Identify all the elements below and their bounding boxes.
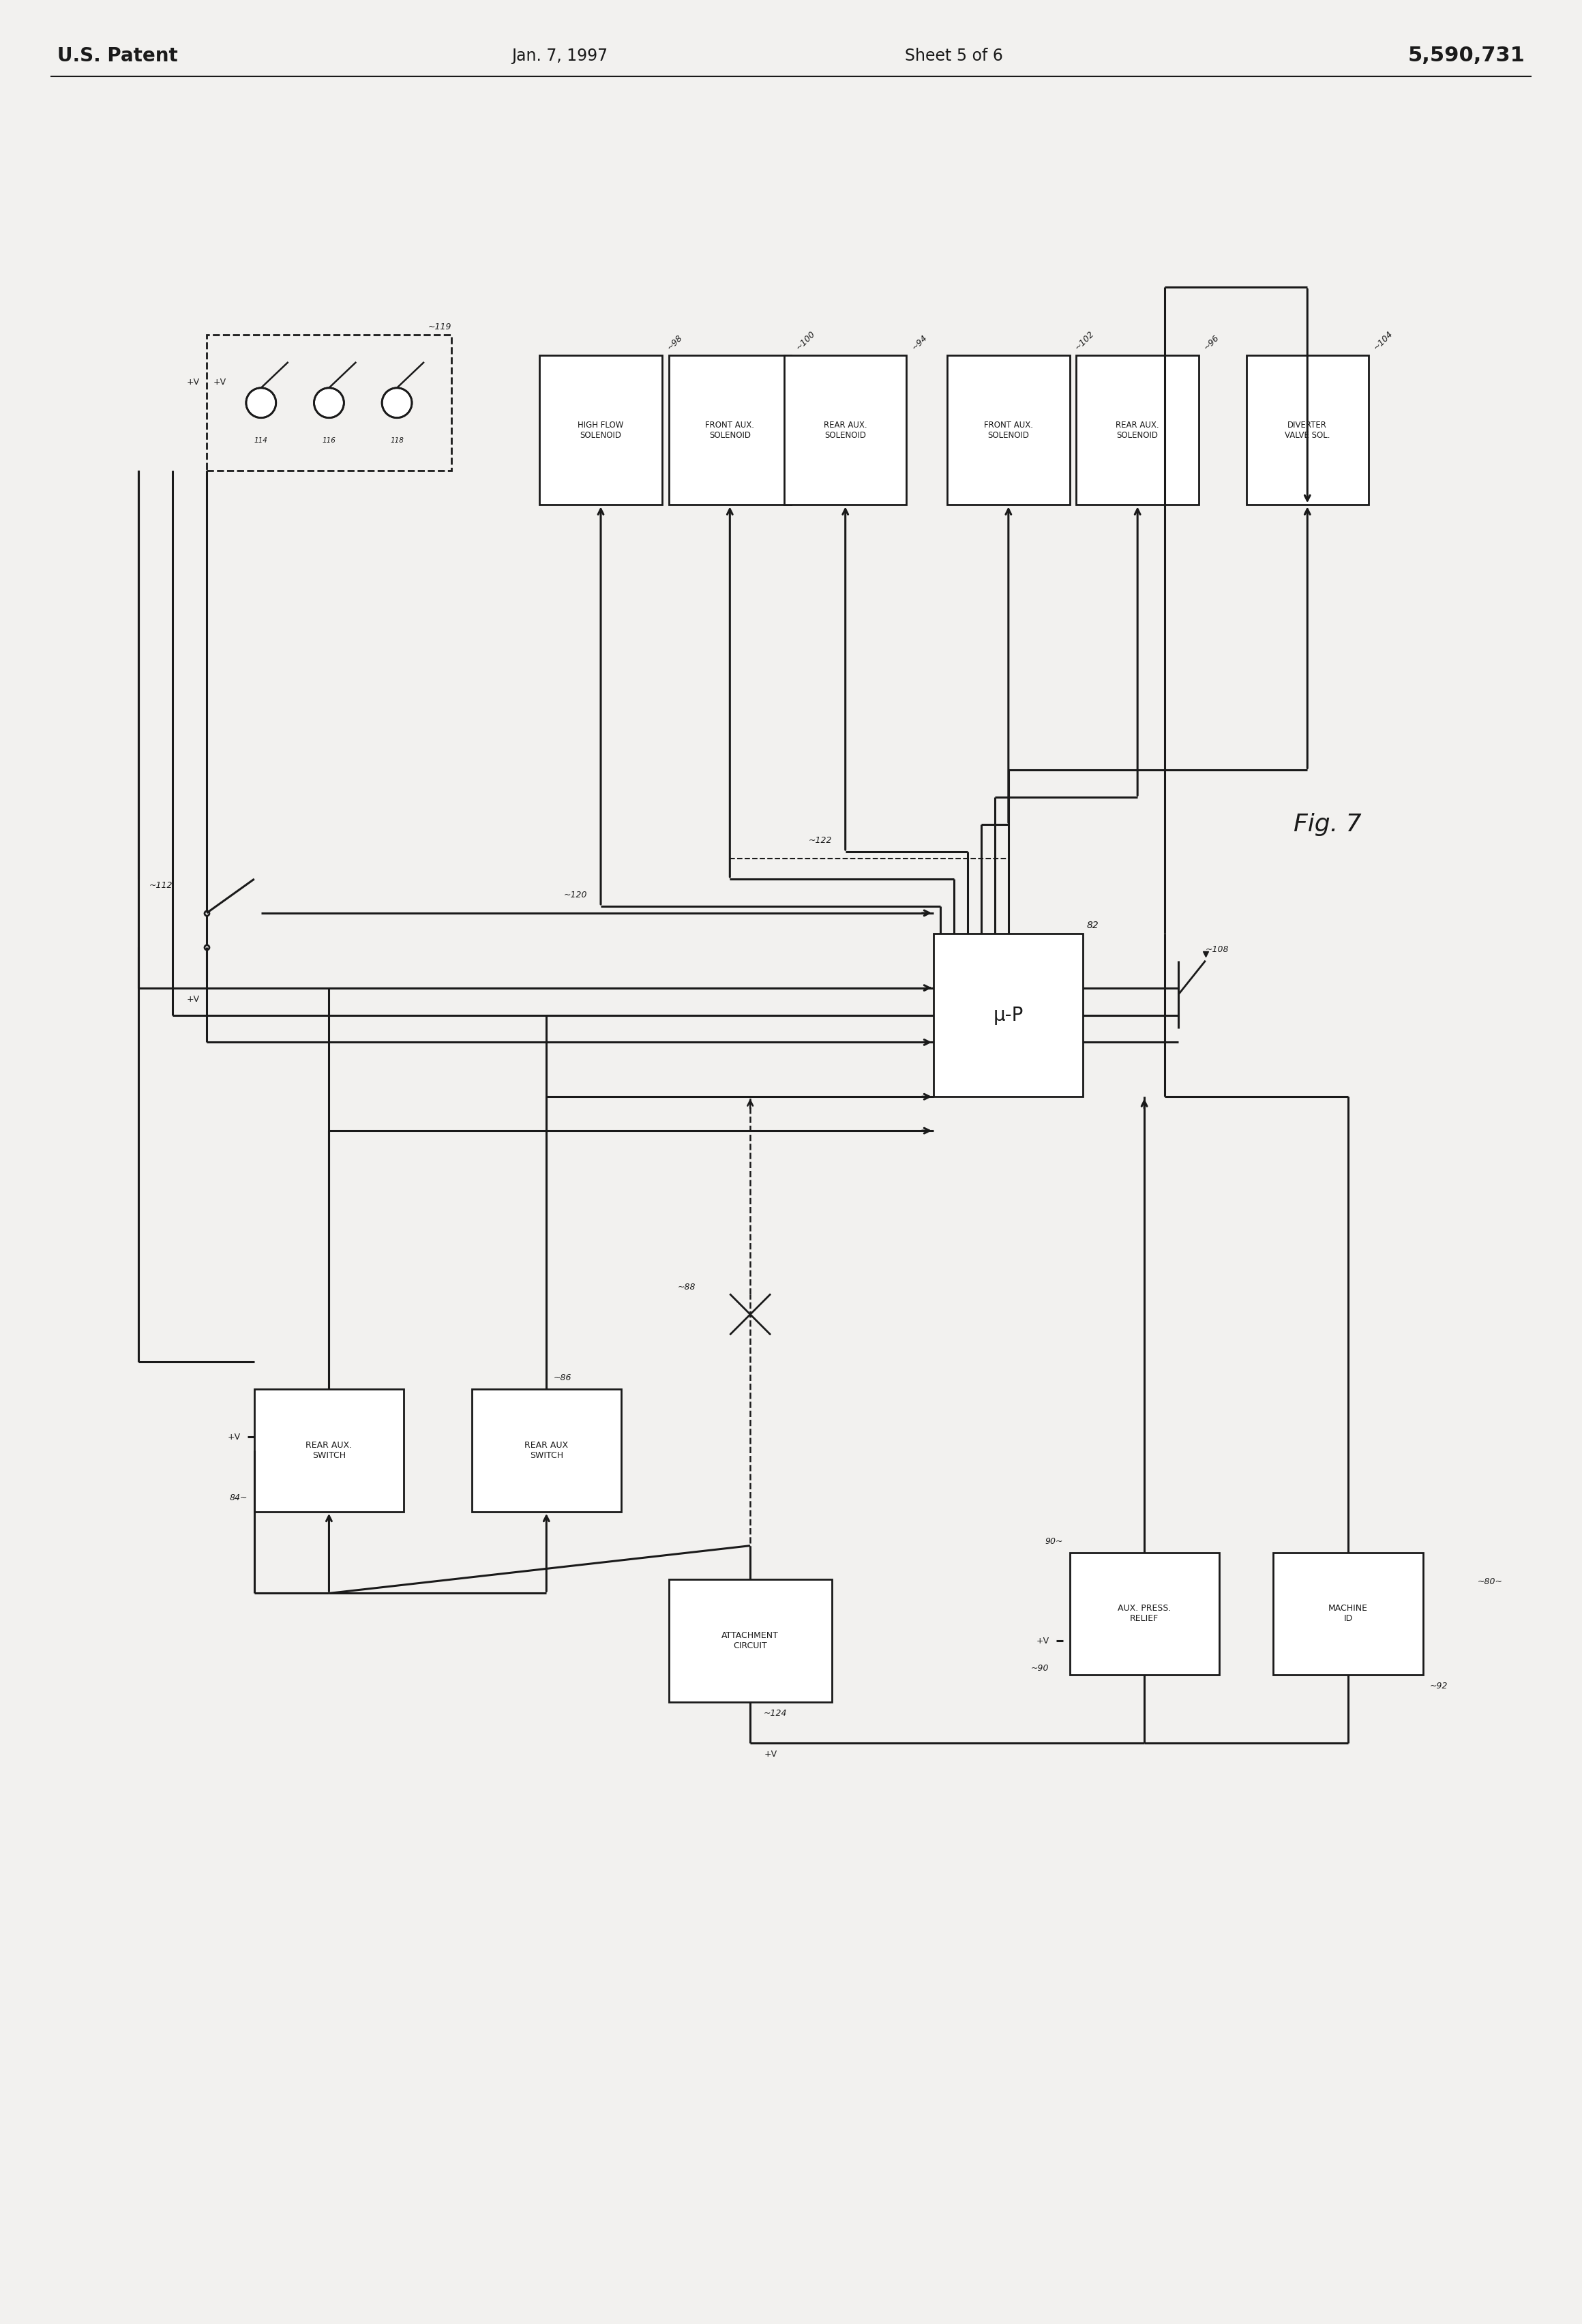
- Text: 82: 82: [1087, 920, 1098, 930]
- Bar: [255, 1390, 403, 1511]
- Text: DIVERTER
VALVE SOL.: DIVERTER VALVE SOL.: [1285, 421, 1330, 439]
- Text: FRONT AUX.
SOLENOID: FRONT AUX. SOLENOID: [984, 421, 1033, 439]
- Text: +V: +V: [187, 995, 199, 1004]
- Text: Jan. 7, 1997: Jan. 7, 1997: [513, 49, 607, 65]
- Text: μ-P: μ-P: [993, 1006, 1024, 1025]
- Text: Fig. 7: Fig. 7: [1294, 813, 1362, 837]
- Bar: [669, 1580, 832, 1701]
- Bar: [1274, 1552, 1422, 1676]
- Text: REAR AUX
SWITCH: REAR AUX SWITCH: [525, 1441, 568, 1459]
- Text: ~92: ~92: [1430, 1683, 1448, 1690]
- Text: ATTACHMENT
CIRCUIT: ATTACHMENT CIRCUIT: [721, 1631, 778, 1650]
- Text: ~90: ~90: [1031, 1664, 1049, 1673]
- Bar: [471, 1390, 622, 1511]
- Text: 118: 118: [391, 437, 403, 444]
- Bar: [207, 335, 451, 472]
- Text: ~119: ~119: [427, 323, 451, 332]
- Text: U.S. Patent: U.S. Patent: [57, 46, 177, 65]
- Text: MACHINE
ID: MACHINE ID: [1329, 1604, 1368, 1622]
- Circle shape: [315, 388, 343, 418]
- Circle shape: [381, 388, 411, 418]
- Text: +V: +V: [214, 379, 226, 386]
- Bar: [1076, 356, 1199, 504]
- Text: 84~: 84~: [229, 1494, 247, 1504]
- Bar: [948, 356, 1069, 504]
- Text: ~104: ~104: [1372, 330, 1395, 351]
- Text: +V: +V: [187, 379, 199, 386]
- Bar: [933, 934, 1084, 1097]
- Text: ~88: ~88: [677, 1283, 696, 1292]
- Text: +V: +V: [764, 1750, 777, 1759]
- Bar: [669, 356, 791, 504]
- Text: ~100: ~100: [794, 330, 818, 351]
- Text: Sheet 5 of 6: Sheet 5 of 6: [905, 49, 1003, 65]
- Circle shape: [247, 388, 275, 418]
- Bar: [1247, 356, 1368, 504]
- Text: ~86: ~86: [554, 1373, 571, 1383]
- Text: ~108: ~108: [1205, 946, 1229, 953]
- Text: REAR AUX.
SWITCH: REAR AUX. SWITCH: [305, 1441, 353, 1459]
- Bar: [539, 356, 661, 504]
- Text: +V: +V: [1036, 1636, 1049, 1645]
- Text: 90~: 90~: [1044, 1536, 1063, 1545]
- Text: ~120: ~120: [563, 890, 587, 899]
- Text: ~124: ~124: [764, 1708, 788, 1717]
- Text: +V: +V: [228, 1432, 240, 1441]
- Text: ~98: ~98: [666, 332, 685, 351]
- Text: ~94: ~94: [910, 332, 929, 351]
- Text: ~102: ~102: [1073, 330, 1096, 351]
- Text: 114: 114: [255, 437, 267, 444]
- Text: FRONT AUX.
SOLENOID: FRONT AUX. SOLENOID: [706, 421, 755, 439]
- Bar: [1069, 1552, 1220, 1676]
- Text: ~80~: ~80~: [1478, 1578, 1503, 1587]
- Text: AUX. PRESS.
RELIEF: AUX. PRESS. RELIEF: [1117, 1604, 1171, 1622]
- Text: HIGH FLOW
SOLENOID: HIGH FLOW SOLENOID: [577, 421, 623, 439]
- Text: 116: 116: [323, 437, 335, 444]
- Text: ~96: ~96: [1202, 332, 1221, 351]
- Text: ~112: ~112: [149, 881, 172, 890]
- Bar: [785, 356, 906, 504]
- Text: REAR AUX.
SOLENOID: REAR AUX. SOLENOID: [824, 421, 867, 439]
- Text: 5,590,731: 5,590,731: [1408, 46, 1525, 65]
- Text: REAR AUX.
SOLENOID: REAR AUX. SOLENOID: [1115, 421, 1160, 439]
- Text: ~122: ~122: [808, 837, 832, 846]
